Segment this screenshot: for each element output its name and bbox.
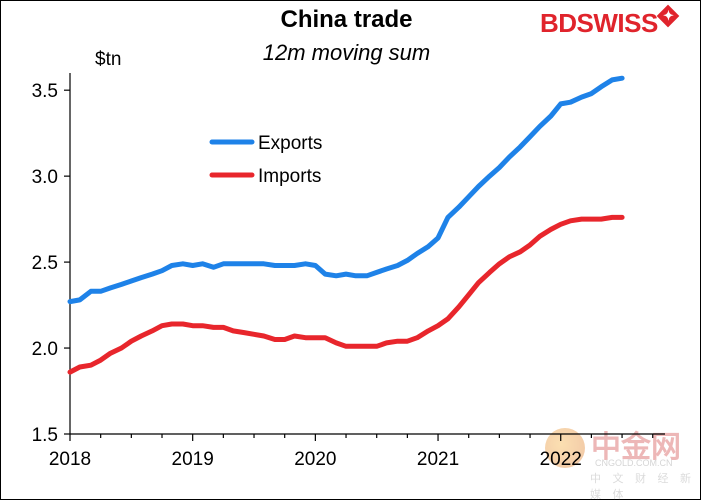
y-tick-label: 2.0 [32,339,58,360]
watermark-logo: 中金网 CNGOLD.COM.CN 中 文 财 经 新 媒 体 [545,422,695,501]
x-tick-label: 2020 [294,449,336,470]
series-line-imports [67,214,625,375]
y-axis-unit-label: $tn [95,49,122,70]
x-tick-label: 2019 [172,449,214,470]
chart-title: China trade [280,6,413,33]
legend-label-exports: Exports [258,133,322,154]
x-tick-label: 2018 [49,449,91,470]
watermark-coin-icon [545,428,585,468]
watermark-url: CNGOLD.COM.CN [595,458,673,468]
brand-logo: BDSWISS ✦ [540,4,680,39]
series-line-exports [67,75,625,305]
y-tick-label: 1.5 [32,425,58,446]
chart-axes: 1.5 2.0 2.5 3.0 3.5 2018 2019 2020 2021 2022 [32,73,665,470]
legend-label-imports: Imports [258,166,321,187]
chart-legend: Exports Imports [209,133,322,187]
x-tick-label: 2021 [417,449,459,470]
y-tick-label: 2.5 [32,253,58,274]
y-tick-label: 3.0 [32,167,58,188]
watermark-text: 中金网 [591,430,681,465]
brand-text: BDSWISS [540,8,658,38]
chart-subtitle: 12m moving sum [262,40,431,65]
chart-series [67,75,625,375]
y-tick-label: 3.5 [32,81,58,102]
x-tick-label: 2022 [540,449,582,470]
watermark-subtitle: 中 文 财 经 新 媒 体 [590,472,695,501]
